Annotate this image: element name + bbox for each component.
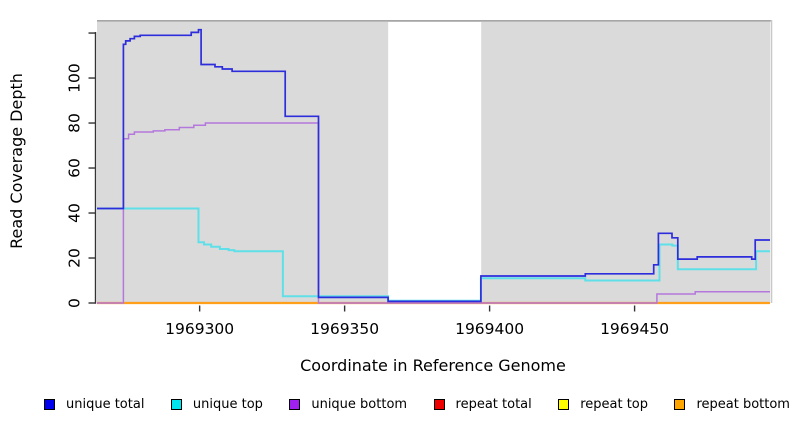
legend-item-repeat-top: repeat top	[558, 397, 648, 412]
legend-item-repeat-bottom: repeat bottom	[674, 397, 790, 412]
legend-swatch-icon	[433, 399, 445, 410]
legend-item-unique-top: unique top	[170, 397, 263, 412]
x-axis-tick-label: 1969450	[600, 320, 669, 338]
y-axis-tick-label: 60	[65, 158, 83, 178]
legend-label: unique bottom	[311, 397, 408, 412]
legend-item-repeat-total: repeat total	[433, 397, 532, 412]
legend-item-unique-bottom: unique bottom	[289, 397, 407, 412]
y-axis-tick-label: 100	[65, 63, 83, 93]
y-axis-tick-label: 20	[65, 248, 83, 268]
legend-label: repeat total	[455, 397, 532, 412]
chart-layer: 0 20 40 60 80 100 1969300 1969350 1969400 1969450	[65, 19, 773, 338]
legend-swatch-icon	[558, 399, 570, 410]
coverage-plot: 0 20 40 60 80 100 1969300 1969350 1969400 1969450…	[7, 19, 773, 375]
x-axis-tick-label: 1969400	[455, 320, 524, 338]
legend-swatch-icon	[44, 399, 55, 410]
legend-swatch-icon	[170, 399, 182, 410]
y-axis-title: Read Coverage Depth	[7, 73, 26, 249]
legend-label: unique top	[192, 397, 263, 412]
series-line-unique-bottom	[97, 122, 770, 304]
zero-coverage-gap	[388, 22, 482, 311]
x-axis-tick-label: 1969300	[165, 320, 234, 338]
y-axis-tick-label: 80	[65, 113, 83, 133]
legend-item-unique-total: unique total	[44, 397, 144, 412]
y-axis-tick-label: 40	[65, 203, 83, 223]
plot-legend: unique total unique top unique bottom repea…	[44, 397, 790, 412]
x-axis-title: Coordinate in Reference Genome	[300, 356, 566, 375]
legend-label: repeat top	[580, 397, 648, 412]
series-line-unique-total	[97, 28, 770, 303]
y-axis-tick-label: 0	[65, 298, 83, 308]
legend-swatch-icon	[289, 399, 301, 410]
legend-swatch-icon	[674, 399, 686, 410]
legend-label: unique total	[66, 397, 145, 412]
x-axis-tick-label: 1969350	[310, 320, 379, 338]
legend-label: repeat bottom	[696, 397, 790, 412]
series-line-unique-top	[97, 207, 770, 302]
